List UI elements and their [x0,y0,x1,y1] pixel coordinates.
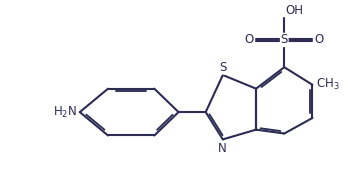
Text: S: S [219,61,226,74]
Text: N: N [218,142,226,155]
Text: $\mathregular{CH_3}$: $\mathregular{CH_3}$ [317,77,340,92]
Text: $\mathregular{H_2N}$: $\mathregular{H_2N}$ [53,105,77,120]
Text: OH: OH [285,4,303,18]
Text: O: O [314,33,324,46]
Text: S: S [280,33,288,46]
Text: O: O [245,33,254,46]
